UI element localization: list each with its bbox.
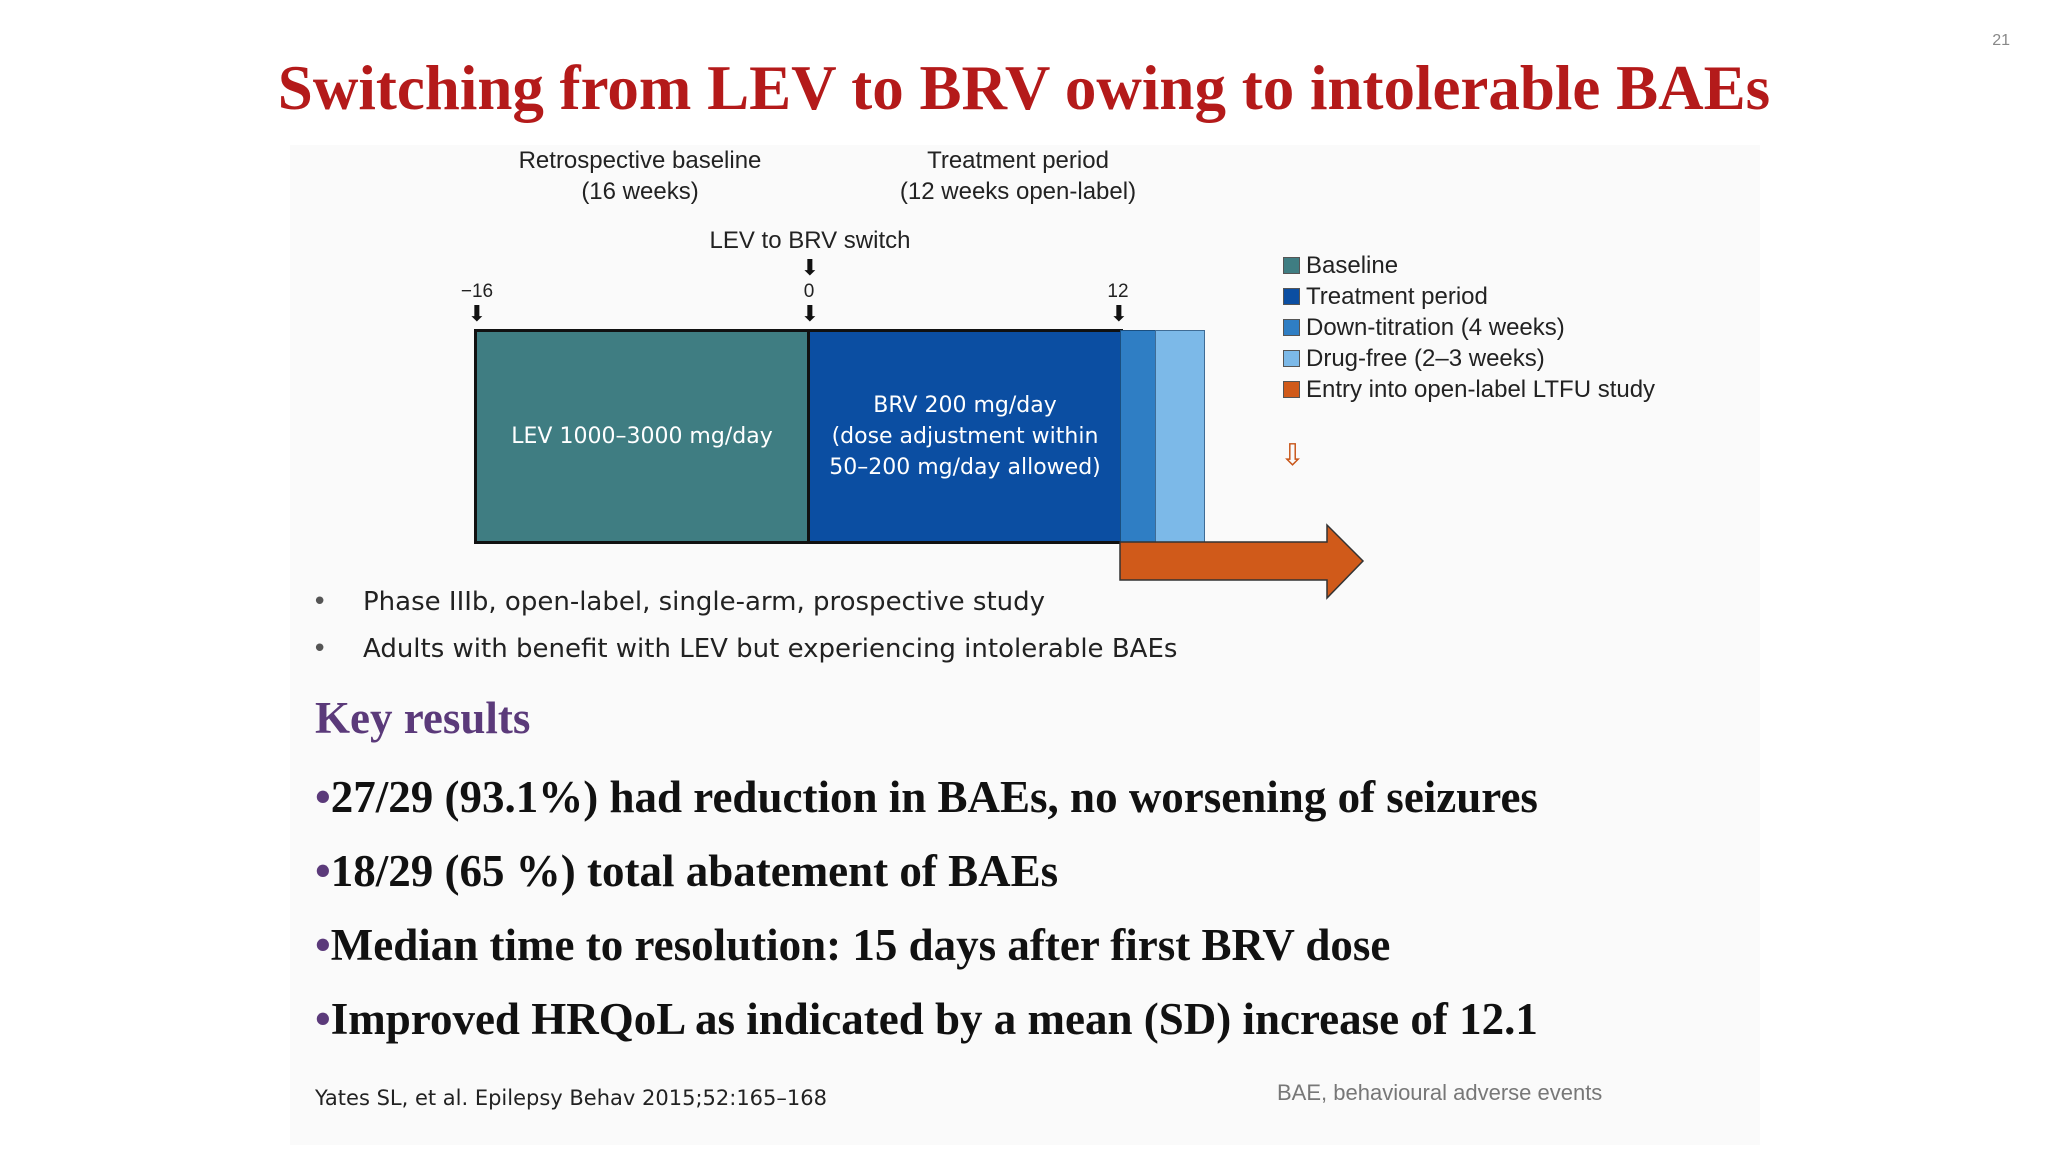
study-bullets: • Phase IIIb, open-label, single-arm, pr… [312, 578, 1177, 672]
treatment-header-line2: (12 weeks open-label) [899, 178, 1137, 205]
bullet-item: • Adults with benefit with LEV but exper… [312, 625, 1177, 672]
treatment-bar-line1: BRV 200 mg/day [873, 393, 1057, 418]
ltfu-entry-arrow [1119, 523, 1365, 600]
key-result-text: 18/29 (65 %) total abatement of BAEs [330, 846, 1059, 896]
bullet-dot-icon: • [312, 586, 328, 617]
treatment-bar-line3: 50–200 mg/day allowed) [829, 455, 1101, 480]
treatment-bar [807, 329, 1123, 544]
legend-item-ltfu: Entry into open-label LTFU study [1283, 374, 1655, 405]
tick-arrow-minus16-icon: ⬇ [467, 302, 487, 327]
key-results-heading: Key results [315, 693, 531, 743]
treatment-bar-line2: (dose adjustment within [831, 424, 1099, 449]
bullet-text: Adults with benefit with LEV but experie… [363, 633, 1178, 664]
legend-swatch-drug-free [1283, 350, 1300, 367]
tick-arrow-12-icon: ⬇ [1109, 302, 1129, 327]
key-result-text: 27/29 (93.1%) had reduction in BAEs, no … [330, 772, 1538, 822]
legend-label-treatment: Treatment period [1306, 282, 1488, 310]
result-bullet-icon: • [315, 846, 331, 896]
result-bullet-icon: • [315, 772, 331, 822]
legend-swatch-baseline [1283, 257, 1300, 274]
switch-arrow-icon: ⬇ [800, 256, 820, 281]
switch-label: LEV to BRV switch [709, 227, 911, 254]
key-result-item: • Median time to resolution: 15 days afte… [315, 908, 1538, 982]
baseline-header-line2: (16 weeks) [581, 178, 699, 205]
key-results-list: • 27/29 (93.1%) had reduction in BAEs, no… [315, 760, 1538, 1056]
tick-arrow-0-icon: ⬇ [800, 302, 820, 327]
key-result-text: Improved HRQoL as indicated by a mean (S… [330, 994, 1538, 1044]
baseline-header-line1: Retrospective baseline [518, 147, 762, 174]
slide-title: Switching from LEV to BRV owing to intol… [277, 53, 1771, 123]
treatment-header: Treatment period (12 weeks open-label) [868, 145, 1168, 207]
legend-swatch-down-titration [1283, 319, 1300, 336]
page-number: 21 [1992, 32, 2010, 49]
legend-swatch-ltfu [1283, 381, 1300, 398]
reference-citation: Yates SL, et al. Epilepsy Behav 2015;52:… [315, 1086, 827, 1110]
legend-label-down-titration: Down-titration (4 weeks) [1306, 313, 1565, 341]
baseline-bar [474, 329, 810, 544]
legend-label-ltfu: Entry into open-label LTFU study [1306, 375, 1656, 403]
content-panel [290, 145, 1760, 1145]
key-result-item: • Improved HRQoL as indicated by a mean (… [315, 982, 1538, 1056]
tick-minus16: −16 [460, 281, 494, 302]
down-titration-bar [1120, 330, 1156, 543]
key-result-text: Median time to resolution: 15 days after… [330, 920, 1391, 970]
abbreviation-note: BAE, behavioural adverse events [1277, 1080, 1603, 1105]
treatment-bar-label: BRV 200 mg/day (dose adjustment within 5… [807, 329, 1123, 544]
bullet-text: Phase IIIb, open-label, single-arm, pros… [363, 586, 1046, 617]
tick-12: 12 [1107, 281, 1129, 302]
result-bullet-icon: • [315, 994, 331, 1044]
treatment-header-line1: Treatment period [927, 147, 1109, 174]
result-bullet-icon: • [315, 920, 331, 970]
legend-label-drug-free: Drug-free (2–3 weeks) [1306, 344, 1545, 372]
legend: Baseline Treatment period Down-titration… [1283, 250, 1655, 405]
baseline-header: Retrospective baseline (16 weeks) [490, 145, 790, 207]
legend-item-treatment: Treatment period [1283, 281, 1655, 312]
legend-item-baseline: Baseline [1283, 250, 1655, 281]
bullet-dot-icon: • [312, 633, 328, 664]
legend-item-down-titration: Down-titration (4 weeks) [1283, 312, 1655, 343]
drug-free-bar [1155, 330, 1205, 543]
legend-label-baseline: Baseline [1306, 251, 1399, 279]
legend-item-drug-free: Drug-free (2–3 weeks) [1283, 343, 1655, 374]
key-result-item: • 27/29 (93.1%) had reduction in BAEs, no… [315, 760, 1538, 834]
legend-swatch-treatment [1283, 288, 1300, 305]
tick-0: 0 [803, 281, 815, 302]
bullet-item: • Phase IIIb, open-label, single-arm, pr… [312, 578, 1177, 625]
baseline-bar-label: LEV 1000–3000 mg/day [511, 424, 773, 449]
legend-down-arrow-icon: ⇩ [1280, 438, 1306, 473]
key-result-item: • 18/29 (65 %) total abatement of BAEs [315, 834, 1538, 908]
